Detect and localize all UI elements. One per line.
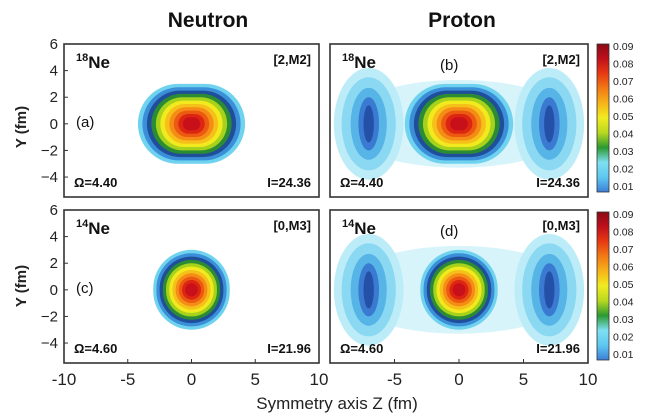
x-tick-label: 10 xyxy=(310,370,329,389)
proton-column-title: Proton xyxy=(428,9,496,32)
configuration-label: [0,M3] xyxy=(273,218,311,233)
density-panel-1: 18Ne [2,M2] (b) Ω=4.40 I=24.36 xyxy=(329,43,589,198)
colorbar-tick-label: 0.04 xyxy=(613,129,634,141)
panel-tag: (d) xyxy=(440,223,458,240)
colorbar-tick-label: 0.07 xyxy=(613,76,634,88)
nucleus-label: 18Ne xyxy=(76,52,110,72)
configuration-label: [2,M2] xyxy=(273,52,311,67)
colorbar-1: 0.09 0.08 0.07 0.06 0.05 0.04 0.03 0.02 0.01 xyxy=(596,209,634,361)
side-lobe-3-0-4 xyxy=(363,271,374,309)
nucleus-mass-number: 18 xyxy=(76,52,88,64)
y-tick-label: −4 xyxy=(41,169,58,186)
y-tick-label: 2 xyxy=(50,89,58,106)
y-tick-label: 0 xyxy=(50,282,58,299)
density-panel-3: 14Ne [0,M3] (d) Ω=4.60 I=21.96 xyxy=(329,209,589,364)
y-tick-label: 4 xyxy=(50,229,58,246)
panel-frame xyxy=(329,43,589,198)
colorbar-gradient xyxy=(596,211,610,361)
x-tick-label: 0 xyxy=(454,370,463,389)
x-tick-label: -5 xyxy=(387,370,402,389)
omega-value: Ω=4.60 xyxy=(340,341,383,356)
colorbar-tick-label: 0.05 xyxy=(613,111,634,123)
density-contour-1-10 xyxy=(450,117,468,131)
colorbar-tick-label: 0.04 xyxy=(613,297,634,309)
y-tick-label: 2 xyxy=(50,255,58,272)
nucleus-mass-number: 14 xyxy=(342,218,355,230)
nucleus-label: 14Ne xyxy=(76,218,110,238)
density-panel-2: 14Ne [0,M3] (c) Ω=4.60 I=21.96 xyxy=(63,209,320,364)
density-contour-3-10 xyxy=(452,283,466,297)
nucleus-label: 18Ne xyxy=(342,52,376,72)
y-tick-label: 6 xyxy=(50,36,58,53)
colorbar-tick-label: 0.09 xyxy=(613,41,634,53)
density-contour-0-10 xyxy=(182,117,201,131)
colorbar-tick-label: 0.02 xyxy=(613,164,634,176)
colorbar-tick-label: 0.06 xyxy=(613,94,634,106)
side-lobe-1-1-4 xyxy=(544,105,555,143)
omega-value: Ω=4.60 xyxy=(74,341,117,356)
configuration-label: [0,M3] xyxy=(542,218,580,233)
omega-value: Ω=4.40 xyxy=(74,175,117,190)
colorbar-tick-label: 0.01 xyxy=(613,349,634,361)
y-axis-label-bottom: Y (fm) xyxy=(13,265,30,307)
x-tick-label: -5 xyxy=(120,370,135,389)
neutron-column-title: Neutron xyxy=(168,9,249,32)
colorbar-tick-label: 0.08 xyxy=(613,59,634,71)
panel-tag: (c) xyxy=(76,280,94,297)
y-tick-label: 4 xyxy=(50,63,58,80)
colorbar-gradient xyxy=(596,43,610,193)
y-tick-label: −2 xyxy=(41,142,58,159)
nucleus-symbol: Ne xyxy=(354,219,376,238)
nucleus-symbol: Ne xyxy=(88,219,110,238)
colorbar-tick-label: 0.09 xyxy=(613,209,634,221)
x-tick-label: 5 xyxy=(251,370,260,389)
nucleus-symbol: Ne xyxy=(354,53,376,72)
spin-value: I=21.96 xyxy=(267,341,311,356)
nucleus-label: 14Ne xyxy=(342,218,376,238)
configuration-label: [2,M2] xyxy=(542,52,580,67)
nucleus-symbol: Ne xyxy=(88,53,110,72)
colorbar-tick-label: 0.05 xyxy=(613,279,634,291)
x-tick-label: -10 xyxy=(52,370,77,389)
x-tick-label: 5 xyxy=(519,370,528,389)
y-tick-label: −2 xyxy=(41,308,58,325)
x-tick-label: 0 xyxy=(187,370,196,389)
colorbar-tick-label: 0.01 xyxy=(613,181,634,193)
panel-frame xyxy=(63,43,320,198)
spin-value: I=24.36 xyxy=(536,175,580,190)
panel-tag: (b) xyxy=(440,57,458,74)
y-tick-label: 0 xyxy=(50,116,58,133)
density-contour-2-10 xyxy=(185,283,198,297)
spin-value: I=21.96 xyxy=(536,341,580,356)
colorbar-0: 0.09 0.08 0.07 0.06 0.05 0.04 0.03 0.02 0.01 xyxy=(596,41,634,193)
spin-value: I=24.36 xyxy=(267,175,311,190)
nucleus-mass-number: 18 xyxy=(342,52,354,64)
side-lobe-1-0-4 xyxy=(363,105,374,143)
colorbar-tick-label: 0.08 xyxy=(613,227,634,239)
density-panel-0: 18Ne [2,M2] (a) Ω=4.40 I=24.36 xyxy=(63,43,320,198)
colorbar-tick-label: 0.06 xyxy=(613,262,634,274)
x-axis-label: Symmetry axis Z (fm) xyxy=(256,394,418,413)
y-axis-label-top: Y (fm) xyxy=(13,106,30,148)
colorbar-tick-label: 0.07 xyxy=(613,244,634,256)
colorbar-tick-label: 0.03 xyxy=(613,314,634,326)
colorbar-tick-label: 0.03 xyxy=(613,146,634,158)
y-tick-label: 6 xyxy=(50,202,58,219)
nucleus-mass-number: 14 xyxy=(76,218,89,230)
side-lobe-3-1-4 xyxy=(544,271,555,309)
panel-tag: (a) xyxy=(76,114,94,131)
y-tick-label: −4 xyxy=(41,335,58,352)
x-tick-label: 10 xyxy=(579,370,598,389)
omega-value: Ω=4.40 xyxy=(340,175,383,190)
colorbar-tick-label: 0.02 xyxy=(613,332,634,344)
